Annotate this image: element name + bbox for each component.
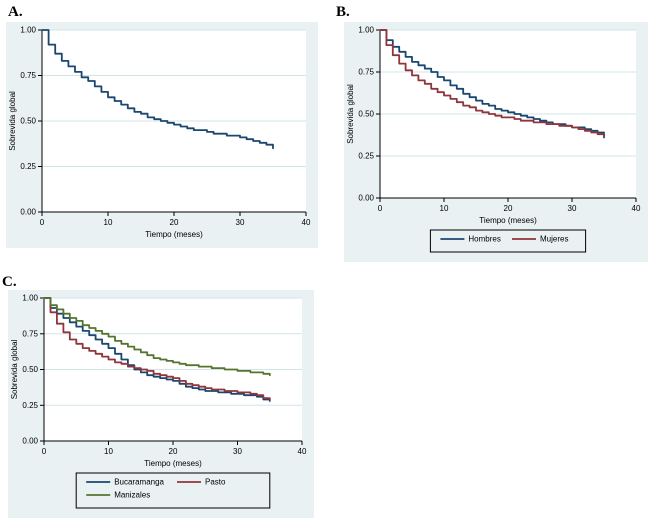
legend-label-hombres: Hombres xyxy=(468,235,500,244)
series-line-pasto xyxy=(43,297,271,401)
x-tick-label: 30 xyxy=(568,204,577,213)
series-line-sobrevida-global xyxy=(41,29,274,150)
legend-box xyxy=(75,472,271,509)
y-axis-title: Sobrevida global xyxy=(346,84,355,144)
survival-chart-by-sex: 0.00 0.25 0.50 0.75 1.00 0 10 20 30 40 Tiempo (mes… xyxy=(344,22,648,262)
legend-label-bucaramanga: Bucaramanga xyxy=(114,478,164,487)
y-tick-label: 0.00 xyxy=(20,208,36,217)
x-axis-title: Tiempo (meses) xyxy=(144,459,202,468)
legend-label-pasto: Pasto xyxy=(205,478,226,487)
y-tick-label: 0.75 xyxy=(358,68,374,77)
x-tick-label: 40 xyxy=(298,447,307,456)
x-axis-title: Tiempo (meses) xyxy=(145,230,203,239)
y-tick-label: 1.00 xyxy=(358,26,374,35)
x-tick-label: 40 xyxy=(632,204,641,213)
y-tick-label: 0.50 xyxy=(22,365,38,374)
y-tick-label: 0.25 xyxy=(22,401,38,410)
y-tick-label: 1.00 xyxy=(22,294,38,303)
series-line-bucaramanga xyxy=(43,297,271,402)
x-tick-label: 0 xyxy=(42,447,47,456)
y-tick-label: 0.00 xyxy=(358,194,374,203)
x-tick-label: 10 xyxy=(440,204,449,213)
y-tick-label: 0.25 xyxy=(358,152,374,161)
y-tick-label: 0.00 xyxy=(22,437,38,446)
x-tick-label: 20 xyxy=(170,218,179,227)
panel-c-label: C. xyxy=(2,274,17,290)
x-tick-label: 10 xyxy=(104,447,113,456)
x-tick-label: 10 xyxy=(104,218,113,227)
y-tick-label: 0.25 xyxy=(20,162,36,171)
panel-a-label: A. xyxy=(8,4,23,20)
y-tick-label: 0.75 xyxy=(20,71,36,80)
y-tick-label: 1.00 xyxy=(20,26,36,35)
x-tick-label: 20 xyxy=(504,204,513,213)
survival-chart-overall: 0.00 0.25 0.50 0.75 1.00 0 10 20 30 40 Tiempo (mes… xyxy=(6,22,318,248)
x-tick-label: 0 xyxy=(378,204,383,213)
legend-label-manizales: Manizales xyxy=(114,491,150,500)
x-tick-label: 20 xyxy=(169,447,178,456)
y-axis-title: Sobrevida global xyxy=(8,91,17,151)
y-tick-label: 0.50 xyxy=(358,110,374,119)
x-tick-label: 30 xyxy=(233,447,242,456)
y-tick-label: 0.50 xyxy=(20,117,36,126)
x-tick-label: 0 xyxy=(40,218,45,227)
survival-chart-by-city: 0.00 0.25 0.50 0.75 1.00 0 10 20 30 40 Tiempo (mes… xyxy=(8,290,314,518)
panel-b-label: B. xyxy=(336,4,350,20)
y-tick-label: 0.75 xyxy=(22,329,38,338)
series-line-mujeres xyxy=(379,29,605,137)
x-tick-label: 40 xyxy=(302,218,311,227)
x-tick-label: 30 xyxy=(236,218,245,227)
series-line-manizales xyxy=(43,297,271,377)
legend-box xyxy=(429,229,587,253)
x-axis-title: Tiempo (meses) xyxy=(479,216,537,225)
legend-label-mujeres: Mujeres xyxy=(540,235,568,244)
y-axis-title: Sobrevida global xyxy=(10,339,19,399)
